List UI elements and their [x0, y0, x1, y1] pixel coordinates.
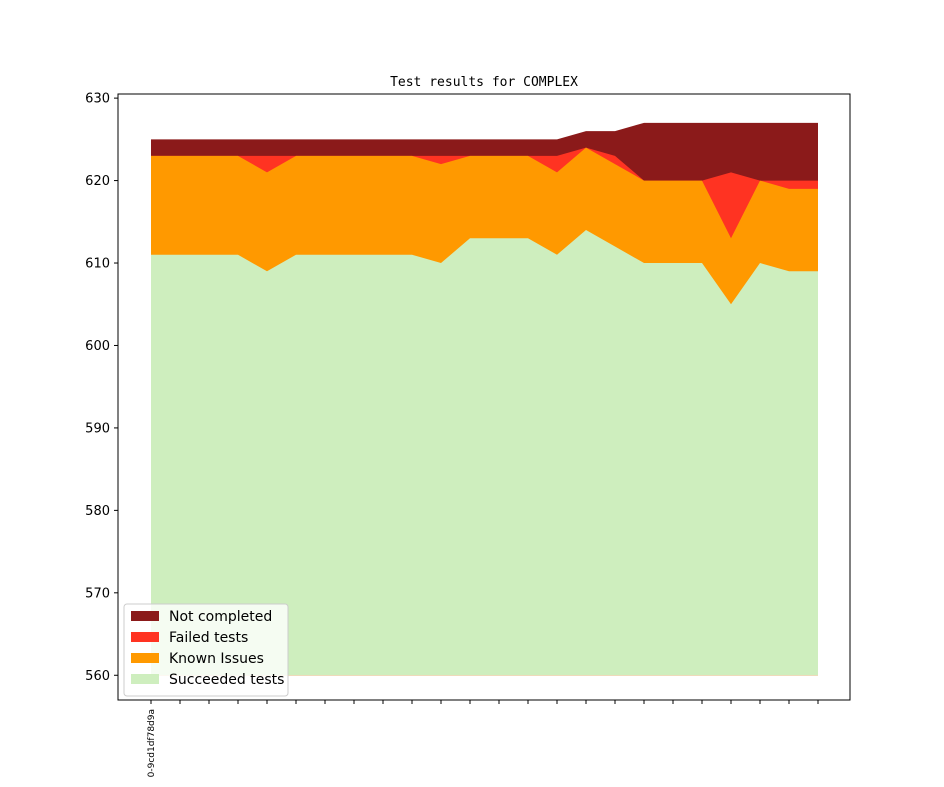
legend-label: Succeeded tests: [169, 672, 284, 688]
legend-swatch: [131, 611, 159, 621]
legend-label: Failed tests: [169, 630, 248, 646]
legend-box: [123, 603, 289, 697]
y-tick-label: 560: [85, 669, 110, 684]
y-tick-label: 620: [85, 174, 110, 189]
y-tick-label: 600: [85, 339, 110, 354]
y-tick-label: 610: [85, 257, 110, 272]
plot-frame: [117, 93, 851, 701]
y-tick-label: 630: [85, 92, 110, 107]
x-tick-label: 0-9cd1df78d9a: [147, 709, 157, 777]
chart-title: Test results for COMPLEX: [390, 75, 578, 90]
legend-swatch: [131, 674, 159, 684]
legend-label: Not completed: [169, 609, 272, 625]
legend-label: Known Issues: [169, 651, 264, 667]
y-tick-label: 570: [85, 586, 110, 601]
area-series-group: [151, 122, 818, 676]
legend-swatch: [131, 653, 159, 663]
y-axis: 560 570 580 590 600 610 620 630: [85, 92, 118, 684]
area-succeeded-tests: [151, 230, 818, 676]
y-tick-label: 580: [85, 504, 110, 519]
legend-swatch: [131, 632, 159, 642]
y-tick-label: 590: [85, 421, 110, 436]
x-axis: 0-9cd1df78d9a: [147, 700, 819, 777]
legend: Not completed Failed tests Known Issues Suc…: [123, 603, 289, 697]
